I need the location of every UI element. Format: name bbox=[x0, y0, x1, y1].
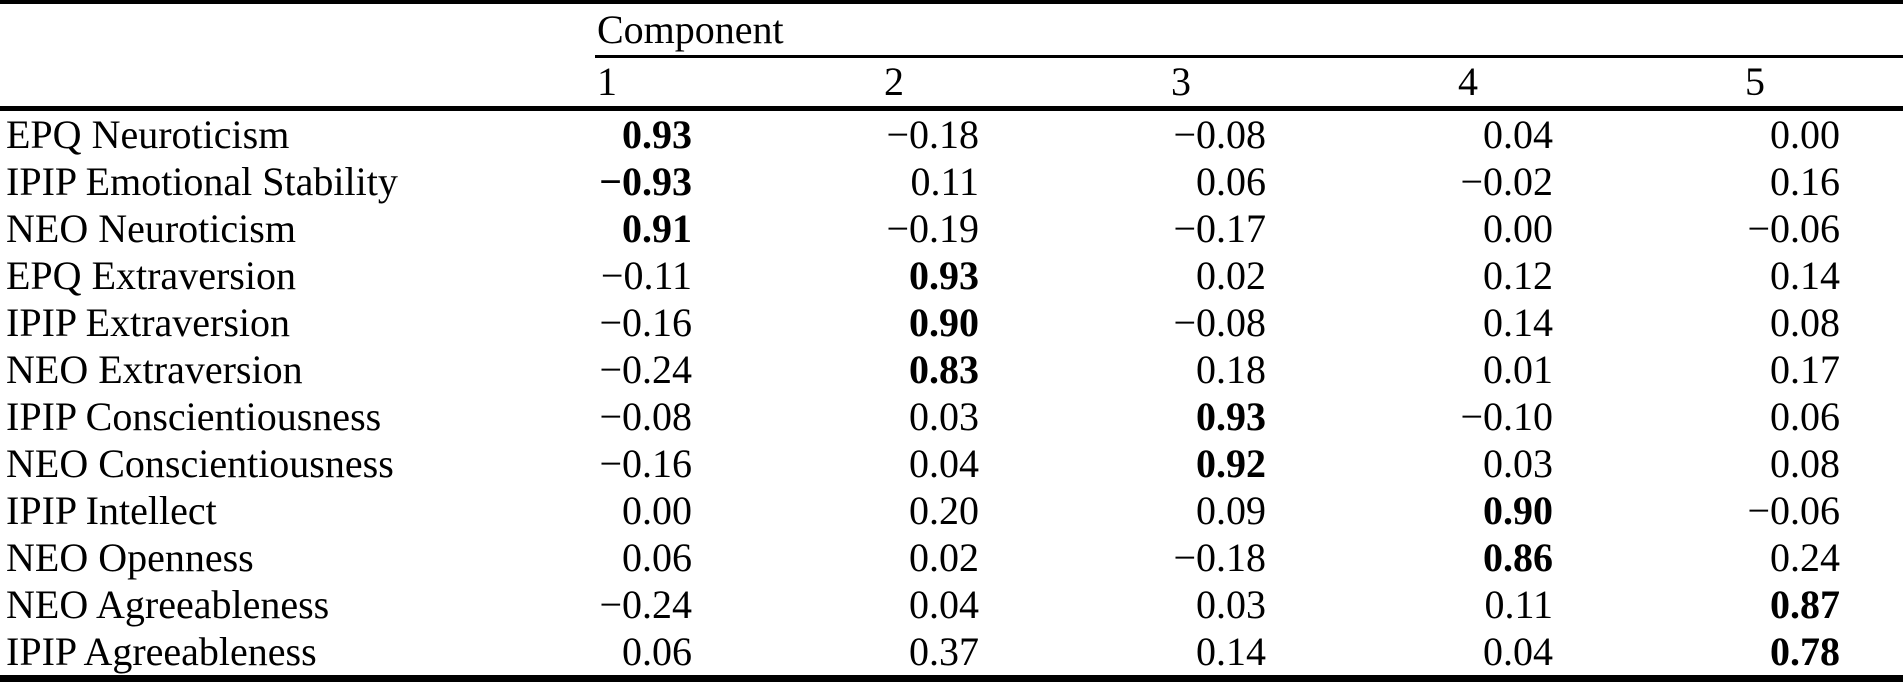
loading-value-1: −0.16 bbox=[599, 299, 692, 345]
loading-value-4: 0.04 bbox=[1483, 111, 1553, 157]
row-label: IPIP Intellect bbox=[6, 487, 217, 533]
row-label: EPQ Extraversion bbox=[6, 252, 296, 298]
table-row: NEO Conscientiousness −0.16 0.04 0.92 0.… bbox=[0, 440, 1903, 487]
loading-value-2: 0.37 bbox=[909, 628, 979, 674]
table-header: Component 1 2 3 4 5 bbox=[0, 2, 1903, 111]
row-label: NEO Extraversion bbox=[6, 346, 303, 392]
table-row: IPIP Agreeableness 0.06 0.37 0.14 0.04 0… bbox=[0, 628, 1903, 679]
loading-value-3: −0.17 bbox=[1173, 205, 1266, 251]
loading-value-5: 0.08 bbox=[1770, 440, 1840, 486]
loading-value-2: 0.04 bbox=[909, 581, 979, 627]
loading-value-2: 0.02 bbox=[909, 534, 979, 580]
loading-value-3: −0.18 bbox=[1173, 534, 1266, 580]
loading-value-2: 0.93 bbox=[909, 252, 979, 298]
loading-value-5: 0.14 bbox=[1770, 252, 1840, 298]
loading-value-3: 0.09 bbox=[1196, 487, 1266, 533]
table-row: NEO Openness 0.06 0.02 −0.18 0.86 0.24 bbox=[0, 534, 1903, 581]
loading-value-3: 0.92 bbox=[1196, 440, 1266, 486]
column-header-row: 1 2 3 4 5 bbox=[0, 56, 1903, 111]
loading-value-4: −0.02 bbox=[1460, 158, 1553, 204]
loading-value-4: 0.01 bbox=[1483, 346, 1553, 392]
row-label: NEO Openness bbox=[6, 534, 254, 580]
loading-value-1: 0.91 bbox=[622, 205, 692, 251]
loading-value-4: 0.12 bbox=[1483, 252, 1553, 298]
row-label: IPIP Conscientiousness bbox=[6, 393, 382, 439]
loading-value-2: 0.03 bbox=[909, 393, 979, 439]
loading-value-4: 0.04 bbox=[1483, 628, 1553, 674]
table-row: IPIP Extraversion −0.16 0.90 −0.08 0.14 … bbox=[0, 299, 1903, 346]
loading-value-2: 0.20 bbox=[909, 487, 979, 533]
loading-value-1: −0.93 bbox=[599, 158, 692, 204]
column-header-1: 1 bbox=[595, 56, 882, 111]
column-header-3: 3 bbox=[1169, 56, 1456, 111]
loading-value-1: −0.11 bbox=[600, 252, 692, 298]
loading-value-5: 0.16 bbox=[1770, 158, 1840, 204]
loading-value-3: 0.14 bbox=[1196, 628, 1266, 674]
loading-value-5: 0.78 bbox=[1770, 628, 1840, 674]
loading-value-3: 0.06 bbox=[1196, 158, 1266, 204]
loading-value-4: 0.11 bbox=[1484, 581, 1553, 627]
table-row: IPIP Emotional Stability −0.93 0.11 0.06… bbox=[0, 158, 1903, 205]
header-corner-cell bbox=[0, 56, 595, 111]
loading-value-3: −0.08 bbox=[1173, 299, 1266, 345]
loading-value-4: 0.00 bbox=[1483, 205, 1553, 251]
loading-value-1: −0.16 bbox=[599, 440, 692, 486]
loading-value-5: 0.00 bbox=[1770, 111, 1840, 157]
loading-value-3: 0.03 bbox=[1196, 581, 1266, 627]
row-label: EPQ Neuroticism bbox=[6, 111, 290, 157]
loading-value-1: −0.08 bbox=[599, 393, 692, 439]
loading-value-2: 0.04 bbox=[909, 440, 979, 486]
loading-value-2: 0.90 bbox=[909, 299, 979, 345]
table-row: NEO Extraversion −0.24 0.83 0.18 0.01 0.… bbox=[0, 346, 1903, 393]
table-row: IPIP Conscientiousness −0.08 0.03 0.93 −… bbox=[0, 393, 1903, 440]
table-row: NEO Neuroticism 0.91 −0.19 −0.17 0.00 −0… bbox=[0, 205, 1903, 252]
loading-value-5: 0.06 bbox=[1770, 393, 1840, 439]
loading-value-3: −0.08 bbox=[1173, 111, 1266, 157]
table-row: EPQ Neuroticism 0.93 −0.18 −0.08 0.04 0.… bbox=[0, 108, 1903, 158]
loading-value-5: −0.06 bbox=[1747, 487, 1840, 533]
loading-value-5: 0.87 bbox=[1770, 581, 1840, 627]
table-row: NEO Agreeableness −0.24 0.04 0.03 0.11 0… bbox=[0, 581, 1903, 628]
loading-value-1: 0.06 bbox=[622, 534, 692, 580]
loading-value-2: −0.19 bbox=[886, 205, 979, 251]
loading-value-5: −0.06 bbox=[1747, 205, 1840, 251]
row-label: IPIP Agreeableness bbox=[6, 628, 317, 674]
spanner-row: Component bbox=[0, 2, 1903, 58]
loading-value-1: −0.24 bbox=[599, 581, 692, 627]
loading-value-3: 0.18 bbox=[1196, 346, 1266, 392]
loading-value-3: 0.02 bbox=[1196, 252, 1266, 298]
row-label: NEO Conscientiousness bbox=[6, 440, 394, 486]
row-label: NEO Neuroticism bbox=[6, 205, 296, 251]
loading-value-4: −0.10 bbox=[1460, 393, 1553, 439]
row-label: IPIP Extraversion bbox=[6, 299, 291, 345]
row-label: NEO Agreeableness bbox=[6, 581, 330, 627]
loading-value-2: −0.18 bbox=[886, 111, 979, 157]
column-header-2: 2 bbox=[882, 56, 1169, 111]
loading-value-4: 0.14 bbox=[1483, 299, 1553, 345]
column-header-4: 4 bbox=[1456, 56, 1743, 111]
loading-value-2: 0.83 bbox=[909, 346, 979, 392]
loading-value-5: 0.24 bbox=[1770, 534, 1840, 580]
row-label: IPIP Emotional Stability bbox=[6, 158, 398, 204]
loading-value-4: 0.86 bbox=[1483, 534, 1553, 580]
column-header-5: 5 bbox=[1743, 56, 1903, 111]
loading-value-1: 0.06 bbox=[622, 628, 692, 674]
table-row: IPIP Intellect 0.00 0.20 0.09 0.90 −0.06 bbox=[0, 487, 1903, 534]
loading-value-1: 0.93 bbox=[622, 111, 692, 157]
loading-value-1: 0.00 bbox=[622, 487, 692, 533]
loading-value-4: 0.03 bbox=[1483, 440, 1553, 486]
header-corner-cell bbox=[0, 2, 595, 56]
table-row: EPQ Extraversion −0.11 0.93 0.02 0.12 0.… bbox=[0, 252, 1903, 299]
loading-value-5: 0.08 bbox=[1770, 299, 1840, 345]
loading-value-3: 0.93 bbox=[1196, 393, 1266, 439]
component-spanner-header: Component bbox=[595, 2, 1903, 58]
loading-value-1: −0.24 bbox=[599, 346, 692, 392]
table-body: EPQ Neuroticism 0.93 −0.18 −0.08 0.04 0.… bbox=[0, 108, 1903, 678]
loading-value-2: 0.11 bbox=[910, 158, 979, 204]
loading-value-4: 0.90 bbox=[1483, 487, 1553, 533]
loading-value-5: 0.17 bbox=[1770, 346, 1840, 392]
